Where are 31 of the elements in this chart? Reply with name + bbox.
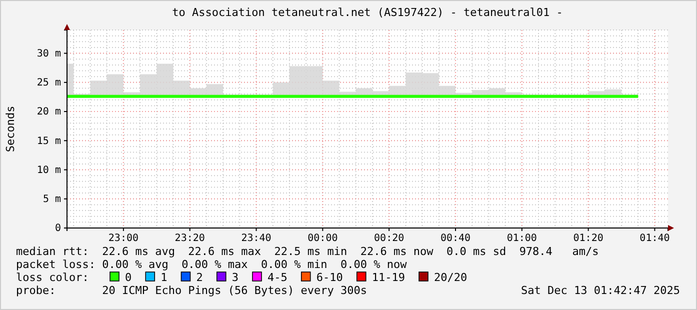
- legend-label: 3: [232, 271, 238, 284]
- legend-label: 2: [196, 271, 203, 284]
- y-tick-label: 5 m: [42, 194, 61, 206]
- y-tick-label: 30 m: [36, 48, 61, 60]
- text: Sat Dec 13 01:42:47 2025: [521, 284, 680, 297]
- y-tick-label: 25 m: [36, 78, 61, 89]
- x-tick-label: 01:20: [573, 233, 604, 244]
- legend-label: 1: [160, 271, 168, 284]
- y-tick-label: 10 m: [36, 164, 61, 176]
- x-tick-label: 23:20: [174, 233, 205, 244]
- legend-title: loss color:: [16, 271, 89, 284]
- x-tick-label: 23:00: [108, 233, 138, 244]
- x-tick-label: 00:40: [440, 233, 471, 244]
- x-tick-label: 00:00: [308, 233, 338, 244]
- x-tick-label: 01:00: [506, 233, 537, 244]
- y-tick-label: 0: [54, 223, 61, 234]
- chart-title: to Association tetaneutral.net (AS197422) - tetaneutral01 -: [172, 6, 563, 19]
- x-tick-label: 23:40: [241, 233, 272, 244]
- legend-label: 6-10: [316, 271, 343, 284]
- x-tick-label: 00:20: [374, 233, 404, 244]
- legend-label: 11-19: [372, 271, 405, 284]
- y-tick-label: 20 m: [36, 106, 61, 118]
- legend-label: 0: [125, 271, 132, 284]
- y-tick-label: 15 m: [36, 136, 61, 147]
- x-tick-label: 01:40: [640, 233, 670, 244]
- legend-label: 4-5: [268, 271, 288, 284]
- y-axis-title: Seconds: [4, 106, 17, 152]
- text: median rtt: 22.6 ms avg 22.6 ms max 22.5 ms min 22.6 ms now 0.0 ms sd 978.4 am/s: [16, 245, 599, 258]
- text: probe: 20 ICMP Echo Pings (56 Bytes) every 300s: [16, 284, 367, 297]
- text: packet loss: 0.00 % avg 0.00 % max 0.00 % min 0.00 % now: [16, 258, 408, 271]
- legend-label: 20/20: [434, 271, 468, 284]
